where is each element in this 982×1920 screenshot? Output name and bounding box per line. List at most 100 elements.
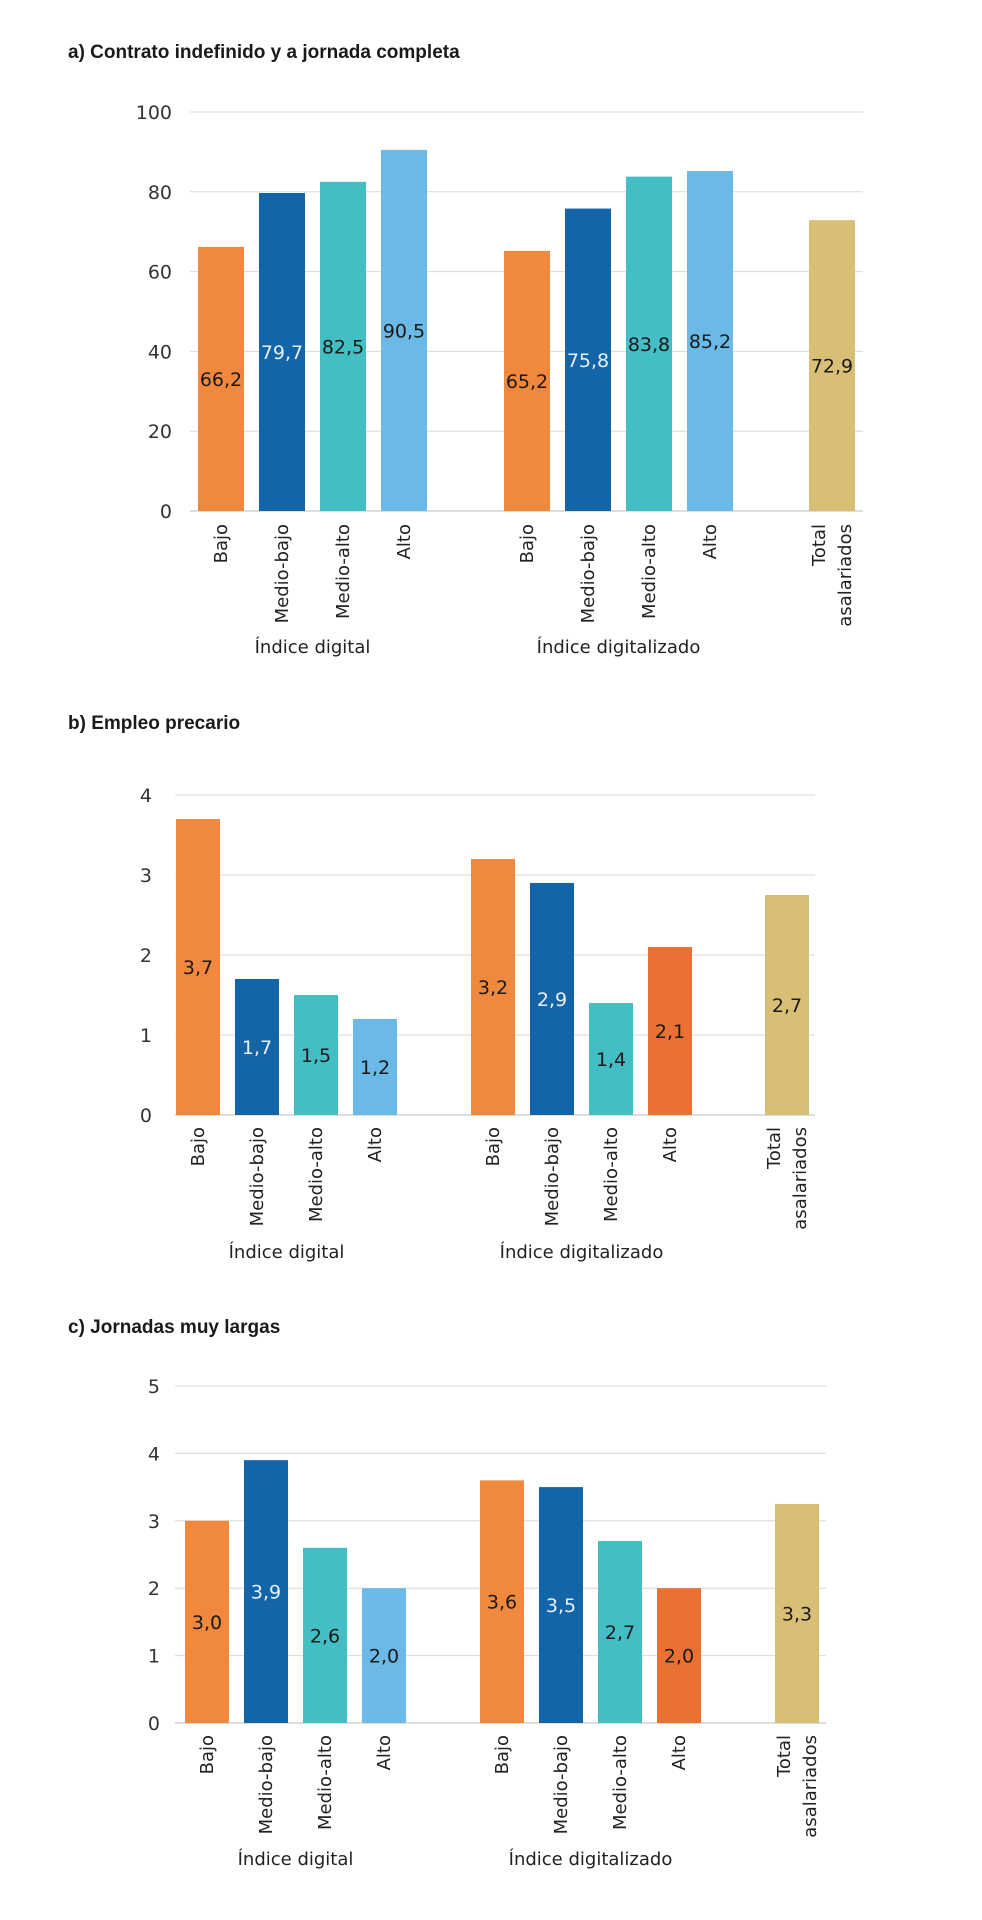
panel-a: a) Contrato indefinido y a jornada compl…	[0, 42, 982, 682]
data-label: 85,2	[689, 331, 731, 353]
bar	[775, 1503, 819, 1723]
group-label: Índice digitalizado	[509, 1848, 673, 1870]
y-tick-label: 4	[148, 1443, 160, 1465]
data-label: 3,6	[487, 1592, 517, 1614]
bar	[589, 1003, 633, 1115]
y-tick-label: 3	[148, 1511, 160, 1533]
data-label: 2,0	[664, 1646, 694, 1668]
data-label: 79,7	[261, 342, 303, 364]
bar	[362, 1588, 406, 1723]
group-label: Índice digital	[255, 636, 371, 658]
bar	[626, 176, 672, 511]
data-label: 3,5	[546, 1595, 576, 1617]
bar	[530, 883, 574, 1115]
y-tick-label: 1	[140, 1025, 152, 1047]
category-label: Medio-alto	[306, 1127, 327, 1222]
data-label: 2,9	[537, 989, 567, 1011]
category-label: Total asalariados	[764, 1127, 811, 1230]
bar	[198, 246, 244, 511]
y-tick-label: 0	[140, 1105, 152, 1127]
category-label: Medio-bajo	[272, 524, 293, 623]
data-label: 2,7	[605, 1622, 635, 1644]
y-tick-label: 60	[148, 262, 172, 284]
data-label: 1,4	[596, 1049, 626, 1071]
data-label: 3,9	[251, 1582, 281, 1604]
category-label: Alto	[394, 524, 415, 559]
bar	[480, 1480, 524, 1723]
data-label: 1,7	[242, 1037, 272, 1059]
data-label: 75,8	[567, 350, 609, 372]
data-label: 1,5	[301, 1045, 331, 1067]
data-label: 82,5	[322, 336, 364, 358]
bar	[598, 1541, 642, 1723]
data-label: 3,7	[183, 957, 213, 979]
data-label: 2,7	[772, 995, 802, 1017]
category-label: Bajo	[483, 1127, 504, 1166]
category-label: Medio-bajo	[256, 1735, 277, 1834]
y-tick-label: 1	[148, 1646, 160, 1668]
category-label-line: asalariados	[800, 1735, 821, 1838]
category-label: Bajo	[197, 1735, 218, 1774]
bar	[471, 859, 515, 1115]
category-label: Medio-alto	[315, 1735, 336, 1830]
category-label: Total asalariados	[774, 1735, 821, 1838]
category-label: Alto	[374, 1735, 395, 1770]
bar	[381, 149, 427, 511]
data-label: 65,2	[506, 371, 548, 393]
data-label: 2,6	[310, 1625, 340, 1647]
data-label: 83,8	[628, 334, 670, 356]
bar	[303, 1547, 347, 1723]
bar	[565, 208, 611, 512]
category-label: Alto	[669, 1735, 690, 1770]
category-label-line: asalariados	[790, 1127, 811, 1230]
category-label: Bajo	[211, 524, 232, 563]
panel-b-title: b) Empleo precario	[68, 713, 241, 734]
category-label: Bajo	[517, 524, 538, 563]
data-label: 66,2	[200, 369, 242, 391]
category-label: Total asalariados	[809, 524, 856, 627]
y-tick-label: 2	[148, 1578, 160, 1600]
data-label: 2,0	[369, 1646, 399, 1668]
bar	[657, 1588, 701, 1723]
bar	[185, 1520, 229, 1723]
category-label-line: Total	[774, 1735, 795, 1778]
category-label: Medio-alto	[610, 1735, 631, 1830]
category-label-line: Total	[809, 524, 830, 567]
panel-c-title: c) Jornadas muy largas	[68, 1317, 281, 1338]
group-label: Índice digitalizado	[537, 636, 701, 658]
y-tick-label: 4	[140, 785, 152, 807]
category-label: Medio-alto	[601, 1127, 622, 1222]
data-label: 3,2	[478, 977, 508, 999]
category-label: Medio-bajo	[578, 524, 599, 623]
group-label: Índice digital	[229, 1241, 345, 1263]
y-tick-label: 0	[148, 1713, 160, 1735]
category-label: Medio-bajo	[542, 1127, 563, 1226]
y-tick-label: 2	[140, 945, 152, 967]
y-tick-label: 80	[148, 182, 172, 204]
y-tick-label: 0	[160, 501, 172, 523]
category-label: Medio-bajo	[247, 1127, 268, 1226]
group-label: Índice digital	[238, 1848, 354, 1870]
category-label: Bajo	[492, 1735, 513, 1774]
bar	[235, 979, 279, 1115]
bar	[687, 171, 733, 511]
y-tick-label: 20	[148, 421, 172, 443]
category-label-line: Total	[764, 1127, 785, 1170]
panel-a-title: a) Contrato indefinido y a jornada compl…	[68, 42, 460, 63]
data-label: 3,0	[192, 1612, 222, 1634]
data-label: 72,9	[811, 356, 853, 378]
bar	[809, 220, 855, 511]
y-tick-label: 5	[148, 1376, 160, 1398]
bar	[504, 250, 550, 512]
y-tick-label: 40	[148, 341, 172, 363]
category-label: Medio-alto	[333, 524, 354, 619]
bar	[244, 1460, 288, 1723]
category-label: Medio-alto	[639, 524, 660, 619]
bar	[353, 1019, 397, 1115]
bar	[176, 819, 220, 1115]
y-tick-label: 3	[140, 865, 152, 887]
category-label: Alto	[660, 1127, 681, 1162]
data-label: 90,5	[383, 320, 425, 342]
bar	[648, 947, 692, 1115]
